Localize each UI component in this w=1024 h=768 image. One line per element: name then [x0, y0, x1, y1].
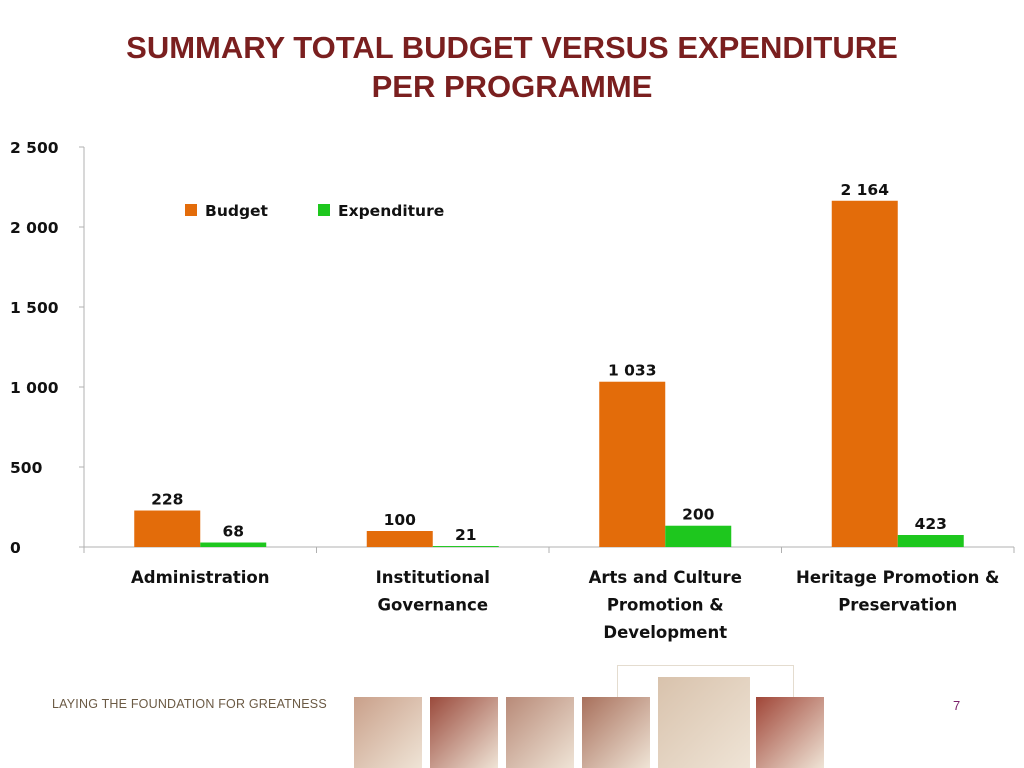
budget-bar: [831, 200, 898, 547]
expenditure-value-label: 423: [915, 515, 947, 533]
expenditure-value-label: 21: [455, 526, 477, 544]
legend-label-budget: Budget: [205, 202, 269, 220]
budget-bar: [134, 510, 201, 547]
x-category-label-line: Promotion &: [607, 596, 724, 615]
y-tick-label: 0: [10, 539, 21, 557]
ballet-photo: [658, 677, 750, 768]
x-category-label-line: Governance: [377, 596, 488, 615]
expenditure-bar: [665, 525, 732, 547]
y-tick-label: 500: [10, 459, 43, 477]
budget-value-label: 100: [384, 511, 417, 529]
page-number: 7: [953, 698, 961, 713]
expenditure-value-label: 200: [682, 506, 715, 524]
expenditure-bar: [200, 542, 267, 547]
y-tick-label: 1 000: [10, 379, 59, 397]
x-category-label-line: Administration: [131, 568, 269, 587]
x-category-label: Arts and Culture Promotion & Development: [589, 568, 742, 642]
legend-label-expenditure: Expenditure: [338, 202, 444, 220]
x-category-label: Administration: [131, 568, 269, 587]
budget-value-label: 1 033: [608, 362, 657, 380]
x-category-label-line: Preservation: [838, 596, 957, 615]
y-tick-label: 1 500: [10, 299, 59, 317]
budget-value-label: 2 164: [840, 181, 889, 199]
budget-bar: [599, 381, 666, 547]
y-tick-label: 2 500: [10, 139, 59, 157]
manuscript-photo: [354, 697, 422, 768]
beadwork-photo: [582, 697, 650, 768]
expenditure-bar: [897, 535, 964, 547]
x-category-label: Institutional Governance: [376, 568, 490, 615]
film-reel-photo: [506, 697, 574, 768]
x-category-label-line: Heritage Promotion &: [796, 568, 999, 587]
x-category-label-line: Institutional: [376, 568, 490, 587]
expenditure-bar: [432, 546, 499, 547]
dancers-photo: [430, 697, 498, 768]
legend-swatch-expenditure: [318, 204, 330, 216]
budget-expenditure-bar-chart: 0 500 1 000 1 500 2 000 2 500 Administration In…: [10, 139, 1015, 642]
slide-title-line-1: SUMMARY TOTAL BUDGET VERSUS EXPENDITURE: [126, 30, 898, 65]
x-category-label-line: Development: [603, 623, 727, 642]
expenditure-value-label: 68: [222, 523, 244, 541]
y-tick-label: 2 000: [10, 219, 59, 237]
footer-photo-strip: [354, 665, 834, 768]
legend-swatch-budget: [185, 204, 197, 216]
x-category-label-line: Arts and Culture: [589, 568, 742, 587]
saxophone-photo: [756, 697, 824, 768]
budget-value-label: 228: [151, 491, 183, 509]
x-category-label: Heritage Promotion & Preservation: [796, 568, 999, 615]
slide-title-line-2: PER PROGRAMME: [371, 69, 653, 104]
budget-bar: [366, 531, 433, 547]
slide-title: SUMMARY TOTAL BUDGET VERSUS EXPENDITURE …: [0, 28, 1024, 106]
footer-tagline: LAYING THE FOUNDATION FOR GREATNESS: [52, 697, 327, 711]
